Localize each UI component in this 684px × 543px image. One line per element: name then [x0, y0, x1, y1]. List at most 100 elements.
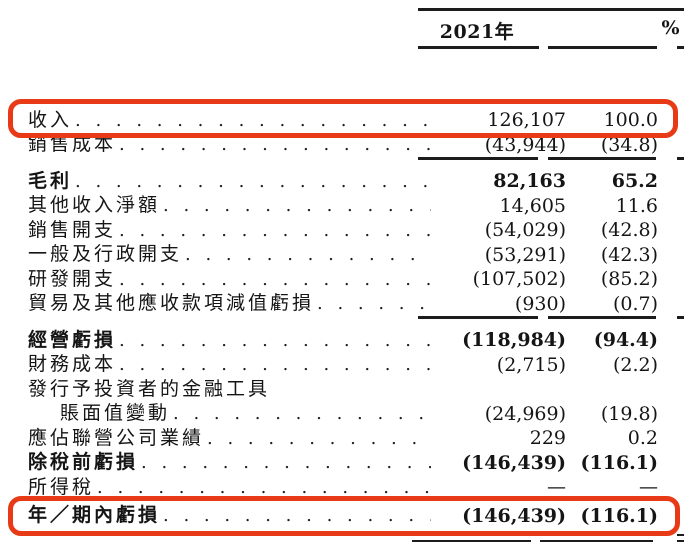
dot-leader: . . . . . . . . . . . . . . . . . . . . … [119, 268, 431, 290]
row-label: 經營虧損 [28, 328, 117, 351]
row-value-percent: (42.3) [600, 243, 658, 266]
row-value-2021: (118,984) [462, 329, 566, 352]
row-value-percent: (0.7) [612, 292, 658, 315]
row-value-percent: — [639, 476, 658, 499]
row-value-percent: (34.8) [600, 133, 658, 156]
dot-leader: . . . . . . . . . . . . . . . . . . . . … [185, 244, 431, 266]
row-value-2021: (54,029) [484, 219, 566, 242]
table-row: 其他收入淨額 . . . . . . . . . . . . . . . . .… [0, 194, 684, 219]
row-label-cell: 研發開支 . . . . . . . . . . . . . . . . . .… [0, 267, 431, 292]
table-row: 研發開支 . . . . . . . . . . . . . . . . . .… [0, 267, 684, 292]
dot-leader: . . . . . . . . . . . . . . . . . . . . … [141, 452, 431, 474]
row-label-cell: 毛利 . . . . . . . . . . . . . . . . . . .… [0, 169, 431, 194]
table-row: 銷售開支 . . . . . . . . . . . . . . . . . .… [0, 218, 684, 243]
dot-leader: . . . . . . . . . . . . . . . . . . . . … [173, 403, 431, 425]
row-value-percent: (85.2) [600, 268, 658, 291]
dot-leader: . . . . . . . . . . . . . . . . . . . . … [75, 170, 431, 192]
row-value-percent: 65.2 [611, 170, 658, 193]
row-value-2021: 126,107 [487, 109, 566, 132]
row-label: 賬面值變動 [60, 402, 171, 425]
dot-leader: . . . . . . . . . . . . . . . . . . . . … [207, 427, 431, 449]
table-row: 除稅前虧損 . . . . . . . . . . . . . . . . . … [0, 451, 684, 476]
row-label-cell: 應佔聯營公司業績 . . . . . . . . . . . . . . . .… [0, 426, 431, 451]
table-row: 財務成本 . . . . . . . . . . . . . . . . . .… [0, 353, 684, 378]
row-value-2021: (146,439) [462, 451, 566, 474]
row-label: 一般及行政開支 [28, 243, 183, 266]
table-row: 發行予投資者的金融工具 [0, 377, 684, 402]
table-row: 所得稅 . . . . . . . . . . . . . . . . . . … [0, 475, 684, 500]
table-row: 收入 . . . . . . . . . . . . . . . . . . .… [0, 108, 684, 133]
dot-leader: . . . . . . . . . . . . . . . . . . . . … [119, 329, 431, 351]
row-value-percent: (116.1) [580, 451, 658, 474]
row-label: 其他收入淨額 [28, 194, 161, 217]
row-label: 研發開支 [28, 267, 117, 290]
table-row: 一般及行政開支 . . . . . . . . . . . . . . . . … [0, 243, 684, 268]
row-label: 發行予投資者的金融工具 [28, 378, 271, 401]
row-label-cell: 財務成本 . . . . . . . . . . . . . . . . . .… [0, 352, 431, 377]
row-value-2021: (107,502) [472, 268, 566, 291]
row-value-2021: (2,715) [496, 353, 566, 376]
table-row: 經營虧損 . . . . . . . . . . . . . . . . . .… [0, 328, 684, 353]
row-label: 年／期內虧損 [28, 504, 161, 526]
table-row: 貿易及其他應收款項減值虧損 . . . . . . . . . . . . . … [0, 292, 684, 317]
row-label-cell: 一般及行政開支 . . . . . . . . . . . . . . . . … [0, 242, 431, 267]
row-label: 收入 [28, 108, 73, 131]
row-label: 所得稅 [28, 475, 95, 498]
row-value-2021: 14,605 [499, 194, 566, 217]
dot-leader: . . . . . . . . . . . . . . . . . . . . … [163, 505, 431, 526]
row-label-cell: 銷售開支 . . . . . . . . . . . . . . . . . .… [0, 218, 431, 243]
dot-leader: . . . . . . . . . . . . . . . . . . . . … [75, 109, 431, 131]
row-label-cell: 銷售成本 . . . . . . . . . . . . . . . . . .… [0, 132, 431, 157]
row-label-cell: 年／期內虧損 . . . . . . . . . . . . . . . . .… [0, 503, 431, 528]
dot-leader: . . . . . . . . . . . . . . . . . . . . … [317, 293, 431, 315]
row-label-cell: 所得稅 . . . . . . . . . . . . . . . . . . … [0, 475, 431, 500]
table-row: 應佔聯營公司業績 . . . . . . . . . . . . . . . .… [0, 426, 684, 451]
row-value-percent: (94.4) [593, 329, 658, 352]
row-value-percent: (42.8) [600, 219, 658, 242]
dot-leader: . . . . . . . . . . . . . . . . . . . . … [163, 195, 431, 217]
table-row: 毛利 . . . . . . . . . . . . . . . . . . .… [0, 169, 684, 194]
row-value-2021: (146,439) [462, 504, 566, 527]
row-label: 貿易及其他應收款項減值虧損 [28, 292, 315, 315]
row-label: 銷售成本 [28, 133, 117, 156]
column-rule [0, 157, 684, 160]
row-value-percent: (116.1) [580, 504, 658, 527]
row-value-2021: (53,291) [484, 243, 566, 266]
row-label: 財務成本 [28, 353, 117, 376]
row-label-cell: 發行予投資者的金融工具 [0, 377, 431, 401]
row-value-2021: (930) [514, 292, 566, 315]
row-label-cell: 收入 . . . . . . . . . . . . . . . . . . .… [0, 108, 431, 133]
row-value-percent: 0.2 [627, 427, 658, 450]
header-underline-fragment [677, 46, 684, 49]
row-label: 應佔聯營公司業績 [28, 426, 205, 449]
row-label-cell: 賬面值變動 . . . . . . . . . . . . . . . . . … [0, 401, 431, 426]
header-underline-percent [548, 46, 657, 49]
row-value-2021: (43,944) [484, 133, 566, 156]
total-double-rule [0, 533, 684, 542]
row-label-cell: 經營虧損 . . . . . . . . . . . . . . . . . .… [0, 328, 431, 353]
table-row: 銷售成本 . . . . . . . . . . . . . . . . . .… [0, 133, 684, 158]
row-value-2021: 229 [529, 427, 566, 450]
row-label: 銷售開支 [28, 218, 117, 241]
table-row: 賬面值變動 . . . . . . . . . . . . . . . . . … [0, 402, 684, 427]
dot-leader: . . . . . . . . . . . . . . . . . . . . … [119, 354, 431, 376]
row-label-cell: 其他收入淨額 . . . . . . . . . . . . . . . . .… [0, 193, 431, 218]
column-rule [0, 316, 684, 319]
row-label: 除稅前虧損 [28, 451, 139, 474]
dot-leader: . . . . . . . . . . . . . . . . . . . . … [119, 134, 431, 156]
row-label-cell: 除稅前虧損 . . . . . . . . . . . . . . . . . … [0, 450, 431, 475]
row-value-2021: (24,969) [484, 402, 566, 425]
dot-leader: . . . . . . . . . . . . . . . . . . . . … [97, 476, 431, 498]
row-label-cell: 貿易及其他應收款項減值虧損 . . . . . . . . . . . . . … [0, 291, 431, 316]
header-underline-2021 [418, 46, 539, 49]
row-label: 毛利 [28, 169, 73, 192]
row-value-percent: (2.2) [612, 353, 658, 376]
row-value-2021: 82,163 [493, 170, 566, 193]
row-value-percent: (19.8) [600, 402, 658, 425]
dot-leader: . . . . . . . . . . . . . . . . . . . . … [119, 219, 431, 241]
column-header-2021: 2021年 [439, 21, 515, 43]
header-top-rule [418, 8, 684, 11]
table-row: 年／期內虧損 . . . . . . . . . . . . . . . . .… [0, 503, 684, 529]
